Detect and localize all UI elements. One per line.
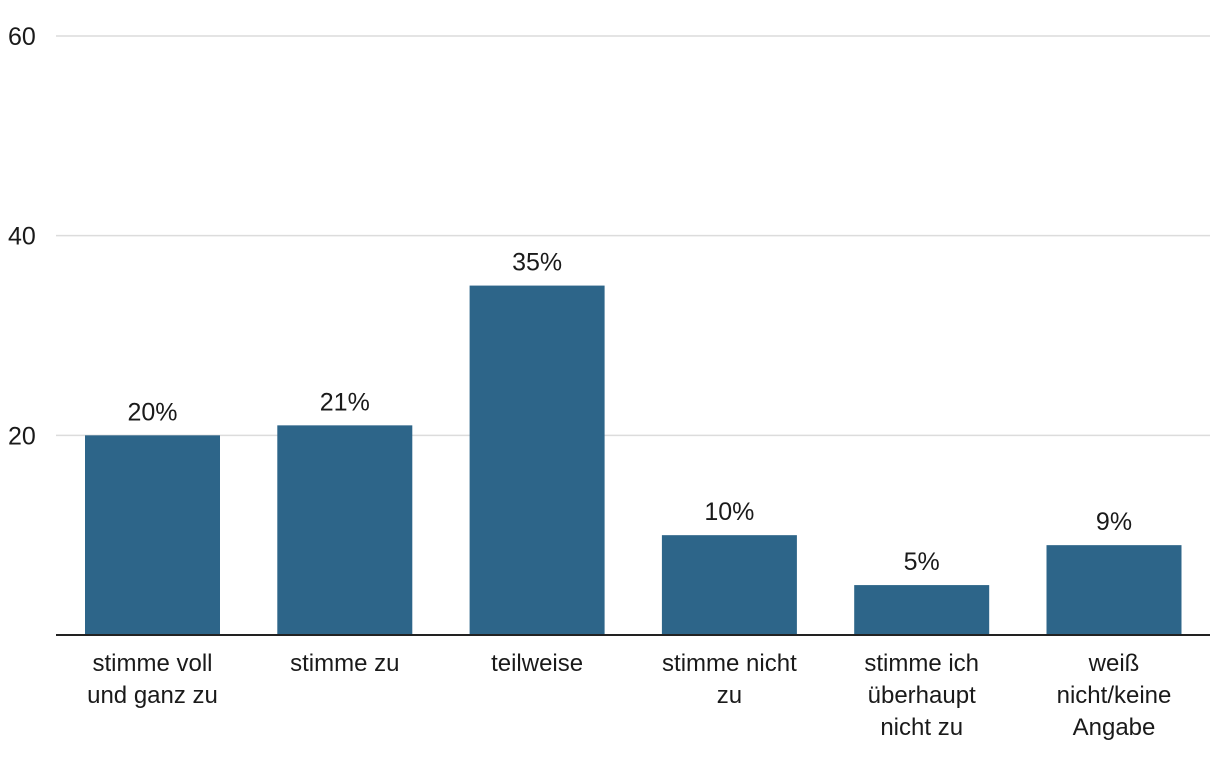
bar-value-label: 21% xyxy=(320,388,370,416)
y-tick-label: 20 xyxy=(8,422,36,450)
bar xyxy=(277,425,413,635)
y-tick-label: 40 xyxy=(8,223,36,251)
bar-value-label: 20% xyxy=(127,398,177,426)
category-label: nicht zu xyxy=(880,714,963,741)
category-label: stimme zu xyxy=(290,650,399,677)
bar xyxy=(469,285,605,635)
category-label: nicht/keine xyxy=(1057,682,1172,709)
category-label: überhaupt xyxy=(868,682,976,709)
bar xyxy=(854,585,990,635)
bar-value-label: 5% xyxy=(904,548,940,576)
y-tick-label: 60 xyxy=(8,23,36,51)
gridlines xyxy=(56,35,1210,437)
data-labels: 20% 21% 35% 10% 5% 9% xyxy=(127,249,1132,576)
category-label: stimme nicht xyxy=(662,650,797,677)
category-label: Angabe xyxy=(1073,714,1156,741)
category-label: teilweise xyxy=(491,650,583,677)
bar xyxy=(1046,545,1182,635)
category-label: stimme voll xyxy=(92,650,212,677)
bars xyxy=(85,285,1182,635)
category-label: stimme ich xyxy=(864,650,979,677)
bar-value-label: 10% xyxy=(704,498,754,526)
bar xyxy=(85,435,220,635)
bar-value-label: 9% xyxy=(1096,508,1132,536)
bar xyxy=(661,535,797,635)
bar-value-label: 35% xyxy=(512,249,562,277)
x-axis-categories: stimme voll und ganz zu stimme zu teilweise… xyxy=(87,650,1171,741)
category-label: und ganz zu xyxy=(87,682,218,709)
y-axis-ticks: 20 40 60 xyxy=(8,23,36,450)
category-label: zu xyxy=(717,682,742,709)
category-label: weiß xyxy=(1088,650,1140,677)
